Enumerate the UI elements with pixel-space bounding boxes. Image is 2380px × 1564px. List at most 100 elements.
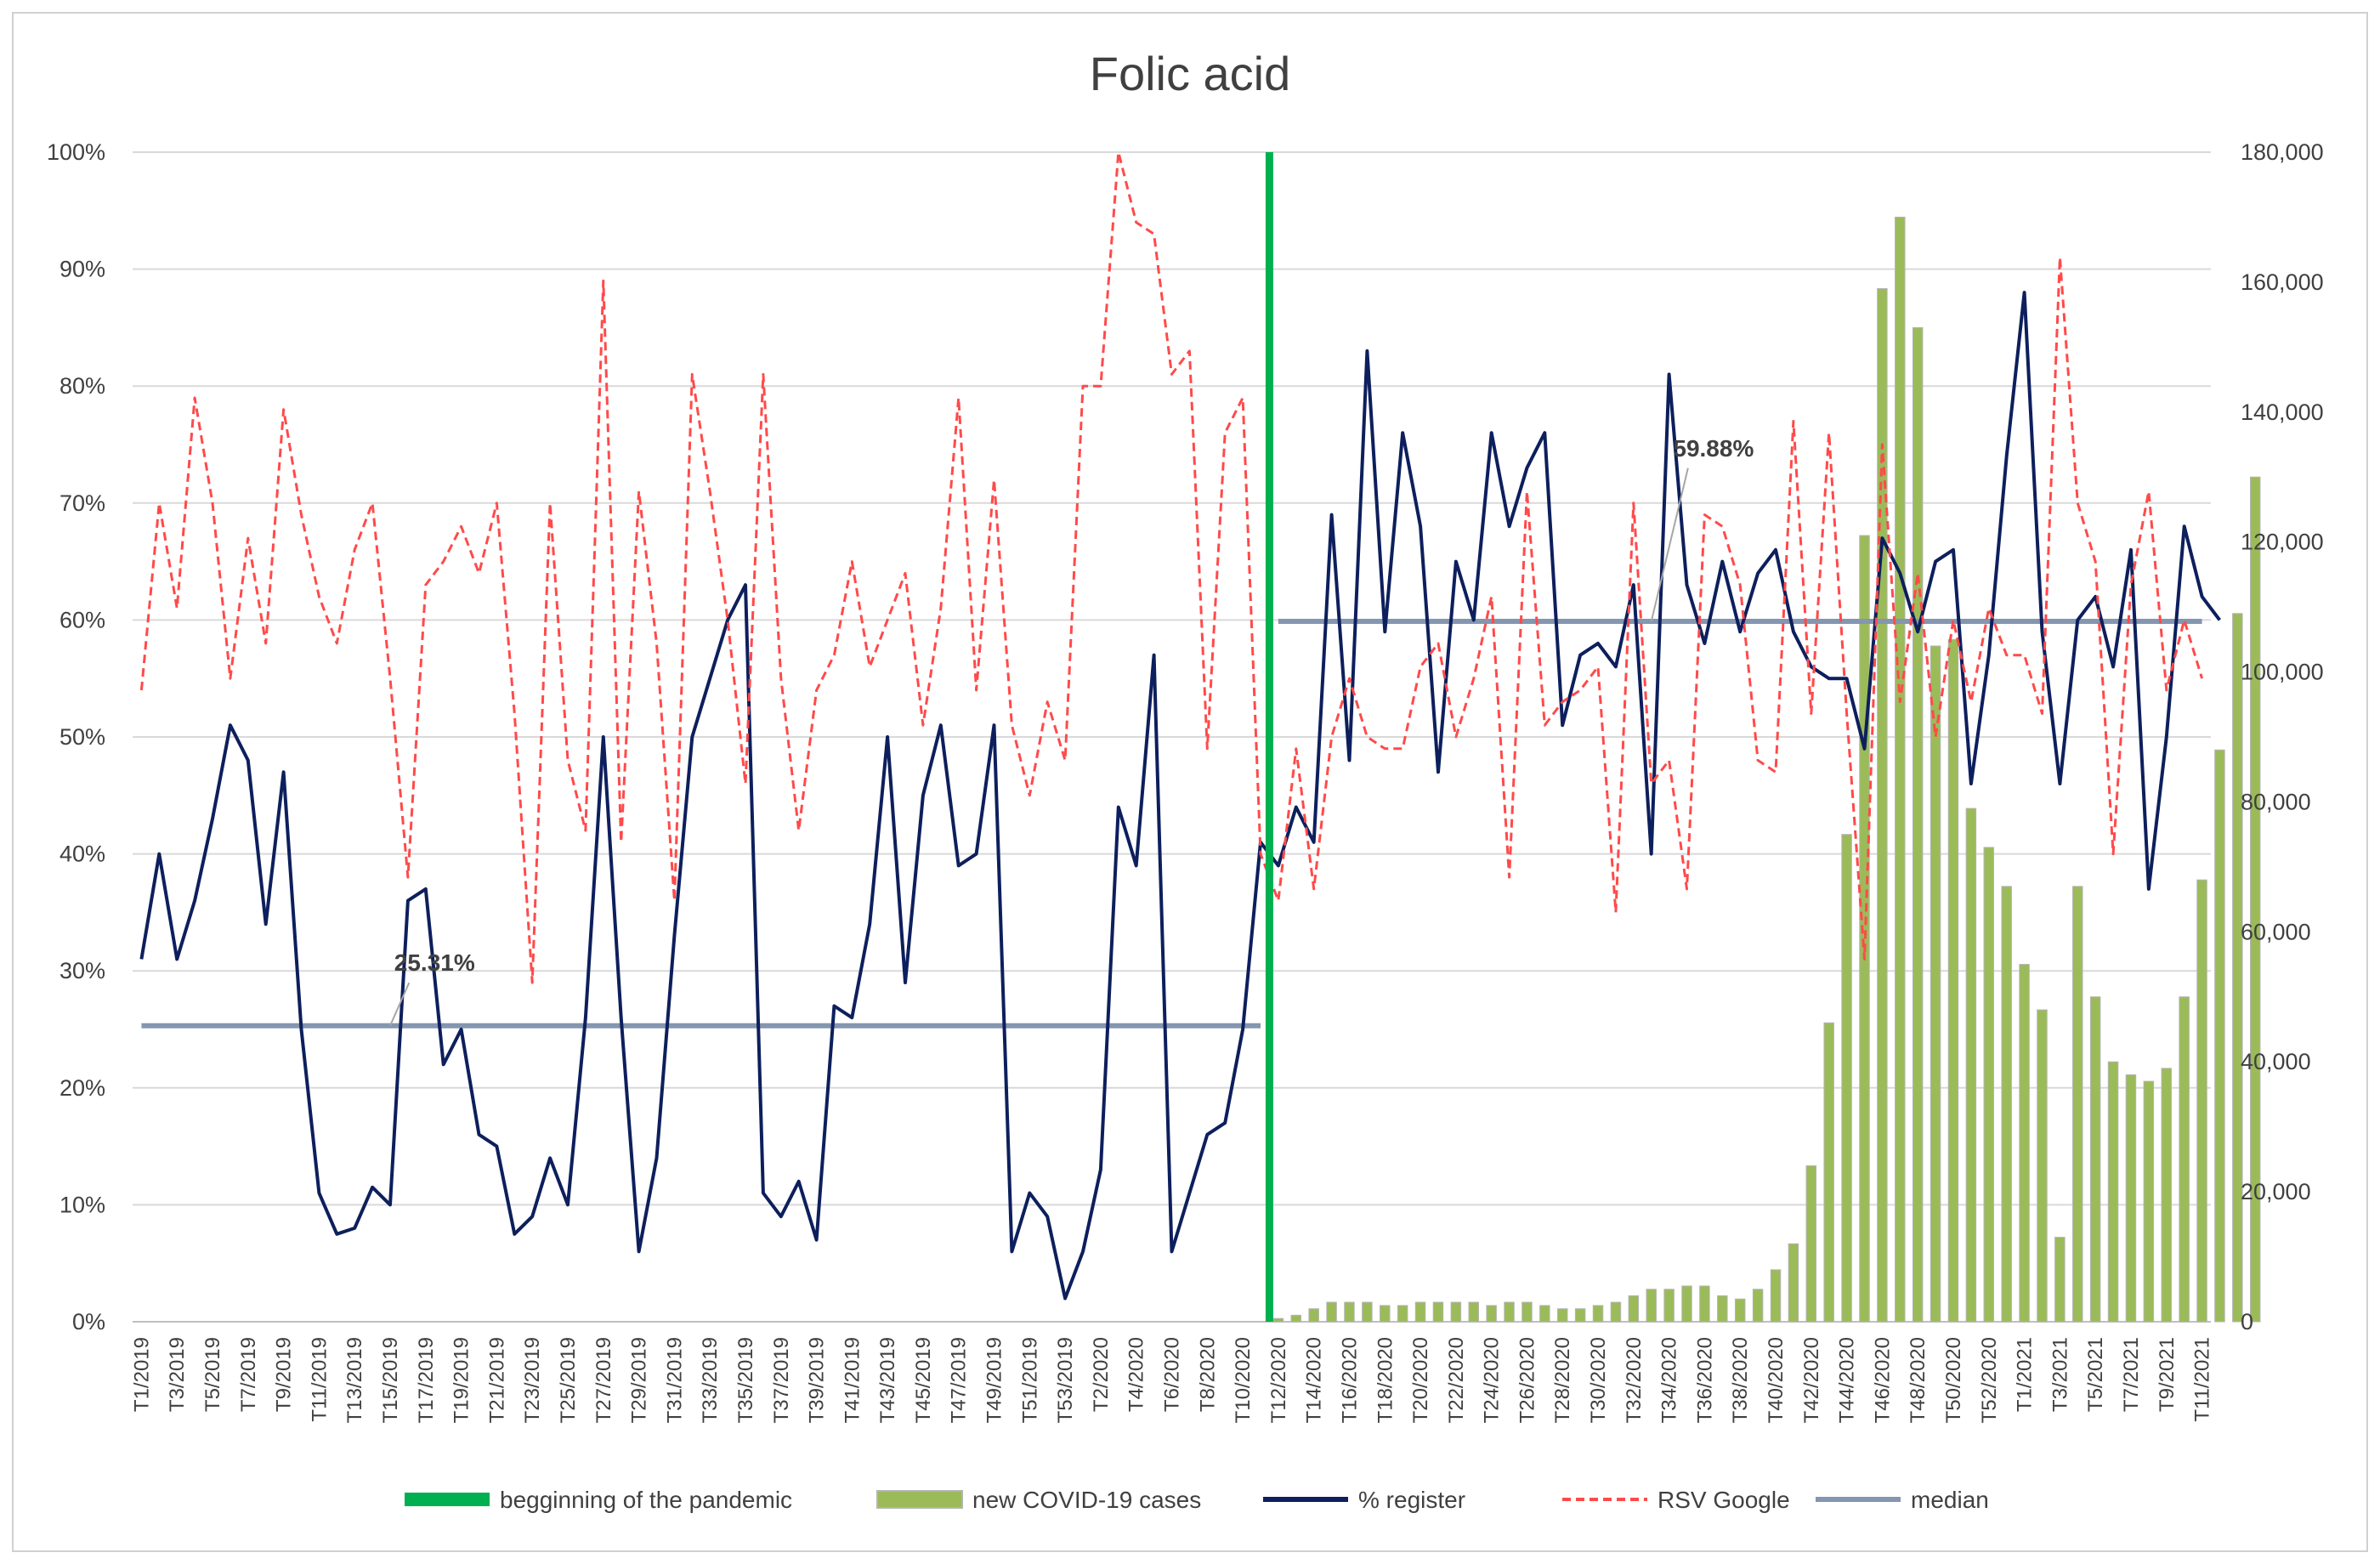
x-tick-label: T27/2019 <box>592 1337 615 1423</box>
x-tick-label: T6/2020 <box>1161 1337 1184 1412</box>
covid-bar <box>1468 1301 1480 1323</box>
chart-title: Folic acid <box>1090 47 1291 100</box>
x-tick-label: T22/2020 <box>1445 1337 1468 1423</box>
x-tick-label: T25/2019 <box>557 1337 580 1423</box>
x-tick-label: T45/2019 <box>912 1337 935 1423</box>
covid-bar <box>1895 216 1906 1323</box>
annotation-leader <box>1650 468 1689 622</box>
x-tick-label: T28/2020 <box>1551 1337 1574 1423</box>
y-right-tick-label: 100,000 <box>2241 660 2324 685</box>
legend: begginning of the pandemic new COVID-19 c… <box>405 1487 1989 1513</box>
x-tick-label: T16/2020 <box>1339 1337 1362 1423</box>
x-tick-label: T34/2020 <box>1658 1337 1681 1423</box>
x-tick-label: T44/2020 <box>1836 1337 1859 1423</box>
legend-covid: new COVID-19 cases <box>876 1487 1201 1513</box>
x-tick-label: T32/2020 <box>1623 1337 1646 1423</box>
x-tick-label: T8/2020 <box>1196 1337 1219 1412</box>
legend-label: % register <box>1358 1487 1465 1513</box>
x-tick-label: T29/2019 <box>628 1337 651 1423</box>
y-right-tick-label: 140,000 <box>2241 400 2324 425</box>
x-tick-label: T14/2020 <box>1303 1337 1326 1423</box>
y-right-tick-label: 20,000 <box>2241 1179 2311 1204</box>
x-tick-label: T41/2019 <box>841 1337 864 1423</box>
x-tick-label: T24/2020 <box>1481 1337 1504 1423</box>
x-tick-label: T36/2020 <box>1693 1337 1716 1423</box>
x-tick-label: T3/2019 <box>166 1337 189 1412</box>
covid-bar <box>1823 1022 1834 1323</box>
covid-bar <box>1592 1305 1604 1323</box>
covid-bar <box>1717 1295 1728 1323</box>
x-tick-label: T11/2021 <box>2191 1337 2214 1422</box>
covid-bar <box>1539 1305 1550 1323</box>
y-axis-left: 0% 10% 20% 30% 40% 50% 60% 70% 80% 90% 100% <box>47 139 105 1334</box>
annotation-leader <box>389 982 411 1027</box>
x-tick-label: T13/2019 <box>343 1337 366 1423</box>
covid-bar <box>2249 476 2261 1323</box>
x-tick-label: T7/2019 <box>237 1337 260 1412</box>
covid-bar <box>1983 847 1995 1323</box>
covid-bar <box>1663 1289 1674 1323</box>
legend-label: begginning of the pandemic <box>500 1487 792 1513</box>
x-tick-label: T21/2019 <box>485 1337 508 1423</box>
x-tick-label: T23/2019 <box>521 1337 544 1423</box>
register-line <box>139 291 2221 1300</box>
y-left-tick-label: 80% <box>60 373 105 399</box>
y-right-tick-label: 40,000 <box>2241 1049 2311 1074</box>
covid-bar <box>1770 1269 1782 1323</box>
data-lines <box>139 150 2221 1300</box>
annotations: 25.31% 59.88% <box>389 435 1754 1027</box>
covid-bar <box>1290 1314 1302 1323</box>
covid-bar <box>1397 1305 1408 1323</box>
covid-bar <box>2232 613 2243 1323</box>
x-tick-label: T35/2019 <box>734 1337 757 1423</box>
y-right-tick-label: 120,000 <box>2241 530 2324 555</box>
x-tick-label: T33/2019 <box>699 1337 722 1423</box>
y-right-tick-label: 160,000 <box>2241 269 2324 295</box>
x-tick-label: T11/2019 <box>308 1337 331 1422</box>
x-tick-label: T31/2019 <box>663 1337 686 1423</box>
covid-bar <box>1947 638 1959 1323</box>
x-tick-label: T4/2020 <box>1125 1337 1148 1412</box>
x-axis: T1/2019 T3/2019 T5/2019 T7/2019 T9/2019 T11/2… <box>130 1337 2213 1423</box>
x-tick-label: T1/2019 <box>130 1337 153 1412</box>
y-right-tick-label: 60,000 <box>2241 919 2311 944</box>
covid-bar <box>1522 1301 1533 1323</box>
covid-bar <box>1326 1301 1337 1323</box>
x-tick-label: T52/2020 <box>1978 1337 2001 1423</box>
x-tick-label: T5/2021 <box>2084 1337 2107 1412</box>
x-tick-label: T42/2020 <box>1800 1337 1823 1423</box>
covid-bar <box>2196 879 2207 1323</box>
chart-frame: Folic acid 25.31% 59.88% 0% 10% 20% 30% 40% 50… <box>12 12 2368 1552</box>
annotation-label: 25.31% <box>394 949 475 976</box>
y-left-tick-label: 10% <box>60 1192 105 1217</box>
x-tick-label: T20/2020 <box>1409 1337 1432 1423</box>
x-tick-label: T40/2020 <box>1765 1337 1788 1423</box>
x-tick-label: T43/2019 <box>876 1337 899 1423</box>
rsv-google-line <box>139 150 2204 984</box>
x-tick-label: T2/2020 <box>1090 1337 1113 1412</box>
covid-bar <box>2037 1009 2048 1323</box>
covid-bar <box>1380 1305 1391 1323</box>
covid-bar <box>1432 1301 1444 1323</box>
x-tick-label: T10/2020 <box>1232 1337 1255 1423</box>
covid-bar <box>2179 996 2190 1323</box>
x-tick-label: T3/2021 <box>2048 1337 2071 1412</box>
x-tick-label: T30/2020 <box>1587 1337 1610 1423</box>
x-tick-label: T1/2021 <box>2014 1337 2037 1412</box>
legend-label: RSV Google <box>1658 1487 1790 1513</box>
x-tick-label: T39/2019 <box>806 1337 829 1423</box>
x-tick-label: T12/2020 <box>1267 1337 1290 1423</box>
covid-bar <box>1752 1289 1764 1323</box>
legend-label: median <box>1911 1487 1989 1513</box>
covid-bar <box>1805 1165 1817 1323</box>
x-tick-label: T53/2019 <box>1054 1337 1077 1423</box>
covid-bar <box>1308 1308 1319 1323</box>
legend-swatch <box>405 1493 490 1506</box>
legend-median: median <box>1816 1487 1989 1513</box>
covid-bar <box>1734 1298 1746 1323</box>
legend-pandemic: begginning of the pandemic <box>405 1487 792 1513</box>
y-left-tick-label: 0% <box>72 1309 105 1334</box>
covid-bar <box>2072 886 2083 1323</box>
covid-bar <box>2107 1061 2119 1323</box>
covid-bar <box>1859 535 1870 1323</box>
